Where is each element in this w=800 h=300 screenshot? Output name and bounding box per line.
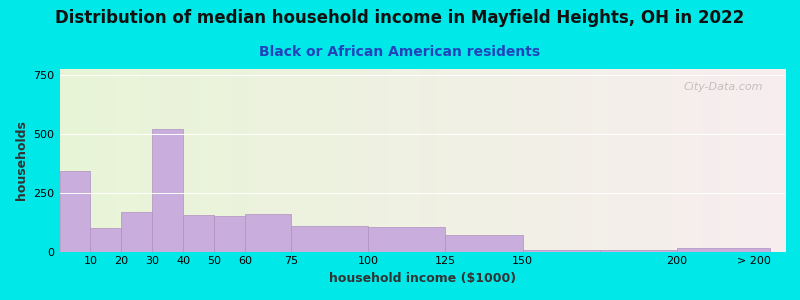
Bar [446,235,522,252]
Y-axis label: households: households [15,120,28,200]
Bar [214,216,245,252]
Bar [677,248,770,252]
Bar [600,250,677,252]
Bar [183,215,214,252]
Bar [152,129,183,252]
Bar [291,226,368,252]
Bar [122,212,152,252]
Bar [522,250,600,252]
Bar [90,228,122,252]
Bar [245,214,291,252]
Text: City-Data.com: City-Data.com [684,82,763,92]
Bar [59,172,90,252]
Text: Distribution of median household income in Mayfield Heights, OH in 2022: Distribution of median household income … [55,9,745,27]
X-axis label: household income ($1000): household income ($1000) [329,272,516,285]
Bar [368,227,446,252]
Text: Black or African American residents: Black or African American residents [259,45,541,59]
